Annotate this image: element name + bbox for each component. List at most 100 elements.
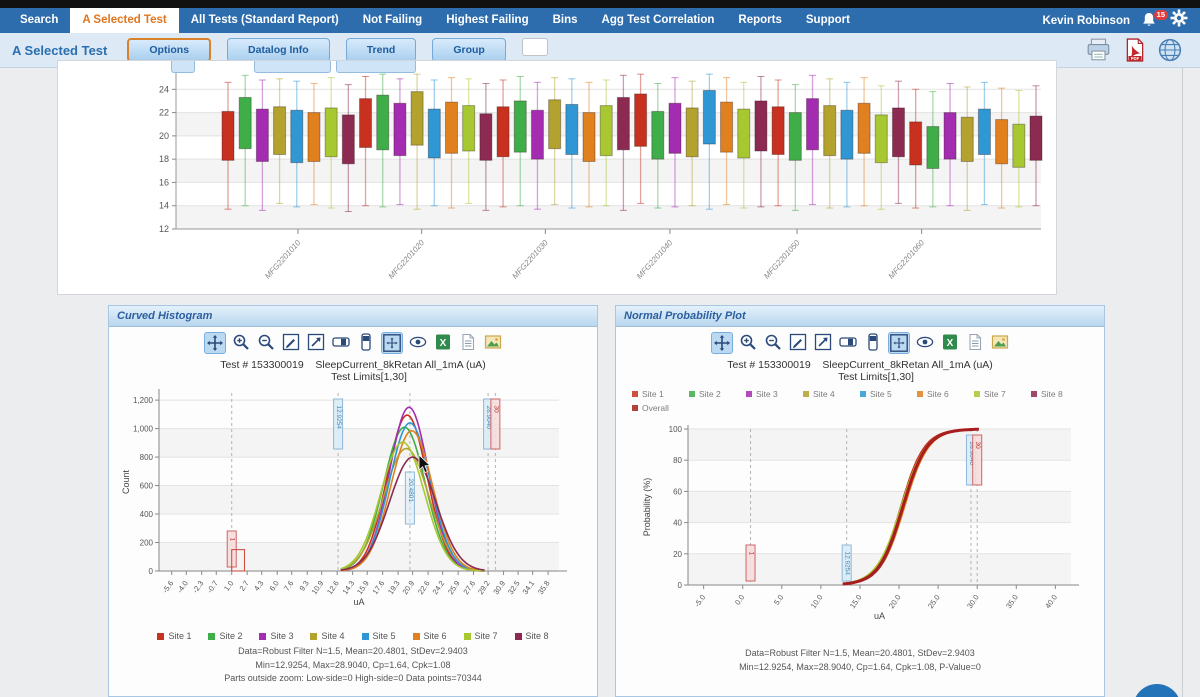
legend-marker [514,632,522,640]
legend-item-overall[interactable]: Overall [632,403,689,413]
legend-item-site-7[interactable]: Site 7 [463,631,498,641]
edit-annotation-icon[interactable] [281,332,301,352]
main-nav: Search A Selected Test All Tests (Standard… [0,8,1200,33]
test-limits: Test Limits[1,30] [838,371,914,383]
pan-icon[interactable] [710,332,733,354]
legend-item-site-3[interactable]: Site 3 [746,389,803,399]
nav-item-a-selected-test[interactable]: A Selected Test [70,8,179,33]
panel-title[interactable]: Curved Histogram [109,306,597,327]
legend-item-site-5[interactable]: Site 5 [860,389,917,399]
svg-text:-5.0: -5.0 [692,593,707,609]
legend-item-site-6[interactable]: Site 6 [917,389,974,399]
pdf-export-icon[interactable]: PDF [1124,38,1146,67]
legend-item-site-4[interactable]: Site 4 [803,389,860,399]
svg-text:14.3: 14.3 [341,579,357,596]
legend-marker [632,391,638,397]
edit-arrow-icon[interactable] [813,332,833,352]
visibility-eye-icon[interactable] [915,332,935,352]
nav-item-all-tests-standard-report-[interactable]: All Tests (Standard Report) [190,14,339,26]
svg-text:15.0: 15.0 [848,593,864,610]
nav-item-agg-test-correlation[interactable]: Agg Test Correlation [601,14,715,26]
svg-text:30: 30 [974,442,981,450]
npp-legend: Site 1 Site 2 Site 3 Site 4 Site 5 Site 6 Site… [616,389,1104,413]
export-document-icon[interactable] [965,332,985,352]
svg-text:PDF: PDF [1131,56,1140,61]
horizontal-slider-icon[interactable] [838,332,858,352]
notifications-bell-icon[interactable]: 15 [1140,9,1168,31]
legend-item-site-2[interactable]: Site 2 [208,631,242,641]
settings-gear-icon[interactable] [1170,9,1188,32]
legend-marker [917,391,923,397]
export-excel-icon[interactable]: X [940,332,960,352]
legend-item-site-6[interactable]: Site 6 [412,631,447,641]
pan-icon[interactable] [203,332,226,354]
visibility-eye-icon[interactable] [408,332,428,352]
user-name[interactable]: Kevin Robinson [1042,14,1130,27]
legend-item-site-8[interactable]: Site 8 [514,631,549,641]
group-button[interactable]: Group [432,38,506,62]
export-document-icon[interactable] [458,332,478,352]
panel-title[interactable]: Normal Probability Plot [616,306,1104,327]
zoom-out-icon[interactable] [256,332,276,352]
nav-item-not-failing[interactable]: Not Failing [362,14,423,26]
datalog-info-button[interactable]: Datalog Info [227,38,330,62]
vertical-slider-icon[interactable] [356,332,376,352]
legend-label: Site 3 [270,631,294,641]
edit-arrow-icon[interactable] [306,332,326,352]
vertical-slider-icon[interactable] [863,332,883,352]
zoom-in-icon[interactable] [738,332,758,352]
edit-annotation-icon[interactable] [788,332,808,352]
legend-label: Site 2 [219,631,243,641]
nav-item-highest-failing[interactable]: Highest Failing [446,14,529,26]
legend-item-site-5[interactable]: Site 5 [361,631,396,641]
svg-text:12.6: 12.6 [325,579,341,596]
legend-item-site-1[interactable]: Site 1 [157,631,191,641]
site-curves [340,406,485,572]
legend-item-site-1[interactable]: Site 1 [632,389,689,399]
svg-text:200: 200 [140,539,154,548]
fit-view-icon[interactable] [380,332,403,354]
cutoff-control[interactable] [254,61,331,73]
svg-text:100: 100 [669,425,683,434]
legend-item-site-3[interactable]: Site 3 [259,631,293,641]
svg-text:19.3: 19.3 [386,579,402,596]
nav-item-search[interactable]: Search [20,14,59,26]
test-limits: Test Limits[1,30] [331,371,407,383]
export-excel-icon[interactable]: X [433,332,453,352]
save-image-icon[interactable] [990,332,1010,352]
nav-item-reports[interactable]: Reports [738,14,782,26]
legend-item-site-2[interactable]: Site 2 [689,389,746,399]
svg-text:22.6: 22.6 [416,579,432,596]
comment-bubble-icon[interactable] [521,38,548,56]
svg-text:30.9: 30.9 [491,579,507,596]
svg-text:uA: uA [874,611,885,621]
nav-item-support[interactable]: Support [805,14,850,26]
svg-text:27.6: 27.6 [461,579,477,596]
svg-text:17.6: 17.6 [371,579,387,596]
legend-item-site-8[interactable]: Site 8 [1031,389,1088,399]
web-globe-icon[interactable] [1158,38,1182,67]
print-icon[interactable] [1086,38,1112,67]
save-image-icon[interactable] [483,332,503,352]
floating-action-button[interactable] [1133,684,1181,697]
zoom-out-icon[interactable] [763,332,783,352]
nav-item-bins[interactable]: Bins [552,14,578,26]
svg-text:MFG2201040: MFG2201040 [635,238,675,281]
histogram-stats: Data=Robust Filter N=1.5, Mean=20.4801, … [109,645,597,686]
cutoff-control[interactable] [336,61,416,73]
cutoff-control[interactable] [171,61,195,73]
legend-marker [208,632,216,640]
options-button[interactable]: Options [127,38,212,62]
notification-badge: 15 [1153,9,1168,20]
svg-text:16: 16 [159,177,169,187]
legend-item-site-4[interactable]: Site 4 [310,631,345,641]
svg-text:1: 1 [229,538,236,542]
toolbar-buttons: Options Datalog Info Trend Group [127,38,506,62]
legend-item-site-7[interactable]: Site 7 [974,389,1031,399]
zoom-in-icon[interactable] [231,332,251,352]
stats-line: Parts outside zoom: Low-side=0 High-side… [224,673,482,683]
trend-button[interactable]: Trend [345,38,417,62]
horizontal-slider-icon[interactable] [331,332,351,352]
svg-text:MFG2201010: MFG2201010 [263,238,303,281]
fit-view-icon[interactable] [887,332,910,354]
